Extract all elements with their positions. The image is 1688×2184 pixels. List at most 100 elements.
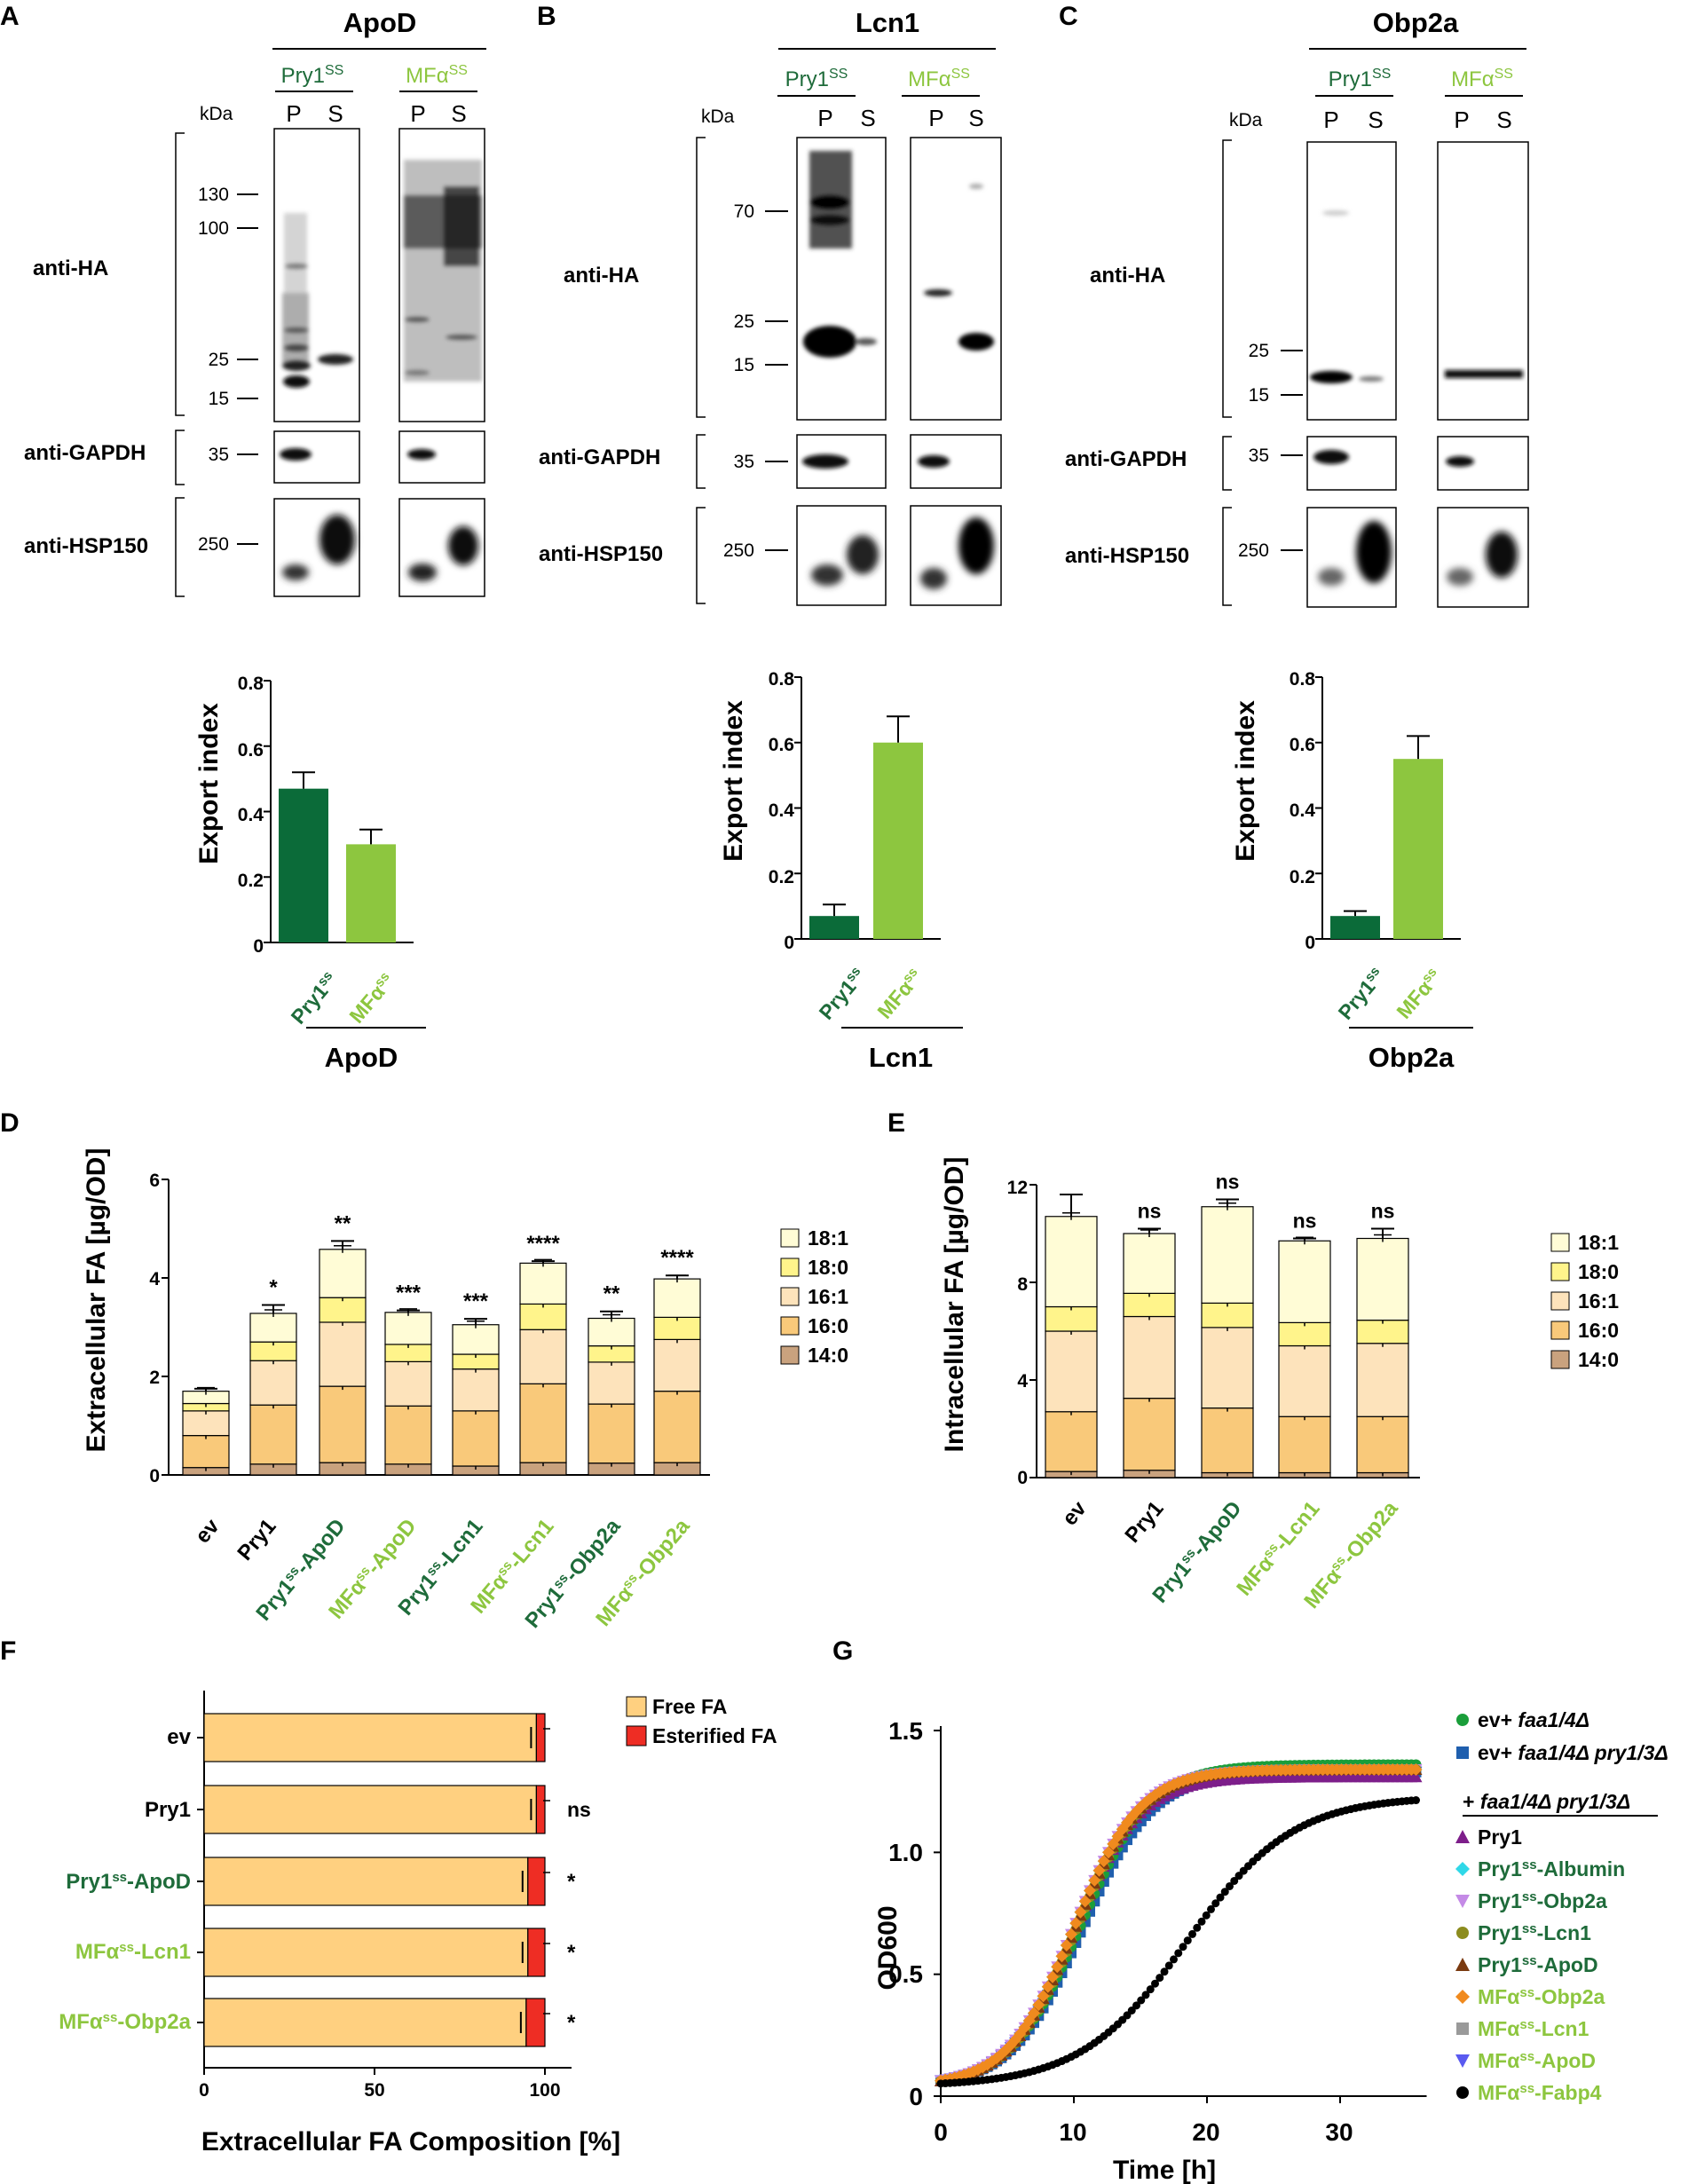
panel-label-d: D xyxy=(0,1108,20,1138)
data-point xyxy=(1216,1893,1225,1902)
bar xyxy=(279,788,328,942)
marker-250: 250 xyxy=(723,540,754,561)
y-tick: 0 xyxy=(909,2083,923,2110)
bar xyxy=(1330,916,1380,939)
data-point xyxy=(1097,1855,1110,1868)
antibody-label-gapdh: anti-GAPDH xyxy=(539,445,660,469)
legend-18-1: 18:1 xyxy=(808,1226,848,1250)
y-tick: 0.2 xyxy=(1290,867,1315,887)
legend-16-1: 16:1 xyxy=(808,1285,848,1308)
panel-g-chart: G OD600 1.5 1.0 0.5 0 0 10 20 30 Time [h… xyxy=(832,1636,1668,2184)
chart-title: ApoD xyxy=(325,1042,398,1073)
data-point xyxy=(1179,1943,1187,1951)
lane-s: S xyxy=(1368,106,1383,133)
data-point xyxy=(1193,1923,1202,1932)
x-tick: 0 xyxy=(199,2080,209,2101)
data-point xyxy=(1127,2006,1136,2014)
lane-s: S xyxy=(968,105,983,131)
chart-title: Lcn1 xyxy=(869,1042,933,1073)
lane-p: P xyxy=(817,105,832,131)
marker-35: 35 xyxy=(734,452,754,472)
data-point xyxy=(1220,1888,1229,1896)
export-chart-c: Export index 0.8 0.6 0.4 0.2 0 Pry1ss MF… xyxy=(1231,669,1473,1073)
bar-segment xyxy=(452,1368,500,1412)
significance-label: * xyxy=(567,1870,576,1894)
bar xyxy=(1393,759,1443,939)
legend-esterified-fa: Esterified FA xyxy=(652,1724,777,1747)
y-tick: 1.5 xyxy=(888,1717,923,1745)
bar-segment xyxy=(653,1316,701,1340)
data-point xyxy=(1170,1955,1178,1964)
data-point xyxy=(1156,1974,1164,1983)
bar-segment xyxy=(1356,1237,1409,1321)
category-label-mfass: MFαss xyxy=(1392,965,1446,1023)
y-tick: 0.8 xyxy=(1290,669,1316,690)
data-point xyxy=(1069,1917,1083,1930)
marker-25: 25 xyxy=(734,311,754,332)
legend-marker xyxy=(1456,1714,1469,1726)
x-tick: 0 xyxy=(934,2118,948,2146)
category-label-mfass: MFαss xyxy=(872,965,927,1023)
significance-label: ns xyxy=(1138,1200,1162,1223)
marker-15: 15 xyxy=(209,389,229,409)
category-label: Pry1ss-ApoD xyxy=(66,1870,191,1894)
bar-segment xyxy=(1356,1320,1409,1344)
y-axis-label: Export index xyxy=(1231,700,1260,862)
category-label: Pry1 xyxy=(145,1798,191,1822)
bar-segment xyxy=(319,1321,367,1387)
panel-c-blot: C Obp2a Pry1SS MFαSS kDa P S P S anti-HA… xyxy=(1059,2,1529,608)
legend-entry: Pry1ss-ApoD xyxy=(1478,1953,1598,1976)
legend-marker xyxy=(1456,2086,1469,2099)
marker-250: 250 xyxy=(198,534,229,555)
bar-segment xyxy=(1045,1216,1098,1308)
significance-label: *** xyxy=(463,1289,489,1313)
legend-16-1: 16:1 xyxy=(1578,1289,1619,1313)
legend-14-0: 14:0 xyxy=(808,1344,848,1367)
panel-a-blot: A ApoD Pry1SS MFαSS kDa P S P S anti-HA … xyxy=(0,2,486,597)
legend-14-0: 14:0 xyxy=(1578,1348,1619,1371)
significance-label: * xyxy=(567,2011,576,2035)
legend-subheader: + faa1/4Δ pry1/3Δ xyxy=(1463,1790,1630,1813)
y-axis-label: Extracellular FA [µg/OD] xyxy=(82,1148,111,1453)
data-point xyxy=(1188,1929,1196,1938)
category-label: MFαss-Obp2a xyxy=(59,2010,191,2034)
group-label-mfass: MFαSS xyxy=(908,67,970,91)
data-point xyxy=(1226,1881,1234,1890)
category-label: ev xyxy=(167,1725,191,1749)
x-axis-label: Extracellular FA Composition [%] xyxy=(201,2127,620,2156)
marker-35: 35 xyxy=(1249,445,1269,466)
data-point xyxy=(1092,1864,1106,1877)
y-tick: 0.6 xyxy=(769,735,794,755)
data-point xyxy=(1084,1884,1096,1897)
bar-segment xyxy=(1356,1343,1409,1417)
bar-segment xyxy=(1201,1327,1254,1409)
marker-250: 250 xyxy=(1238,540,1269,561)
blot-b-title: Lcn1 xyxy=(856,7,919,38)
legend-marker xyxy=(1455,1830,1470,1843)
export-chart-a: Export index 0.8 0.6 0.4 0.2 0 Pry1ss MF… xyxy=(194,674,426,1073)
legend-18-0: 18:0 xyxy=(808,1256,848,1279)
marker-25: 25 xyxy=(209,350,229,370)
legend-marker xyxy=(1455,1958,1470,1971)
data-point xyxy=(1060,1939,1073,1952)
y-tick: 2 xyxy=(149,1368,160,1388)
data-point xyxy=(1183,1936,1192,1945)
y-tick: 1.0 xyxy=(888,1839,923,1866)
data-point xyxy=(1197,1917,1206,1926)
x-tick: 30 xyxy=(1325,2118,1353,2146)
data-point xyxy=(1132,2001,1140,2010)
y-tick: 0.4 xyxy=(769,800,795,821)
bar-segment xyxy=(519,1383,567,1463)
x-tick: 10 xyxy=(1059,2118,1086,2146)
data-point xyxy=(1065,1928,1077,1941)
panel-d-chart: D Extracellular FA [µg/OD] 6 4 2 0 *****… xyxy=(0,1108,848,1633)
legend-marker xyxy=(1455,1990,1470,2004)
y-tick: 4 xyxy=(1017,1371,1028,1392)
data-point xyxy=(1146,1985,1155,1994)
bar-segment xyxy=(1278,1240,1331,1323)
data-point xyxy=(1141,1991,1150,1999)
lane-p: P xyxy=(1323,106,1338,133)
data-point xyxy=(1412,1796,1420,1805)
bar-segment xyxy=(319,1297,367,1323)
data-point xyxy=(1151,1979,1159,1988)
